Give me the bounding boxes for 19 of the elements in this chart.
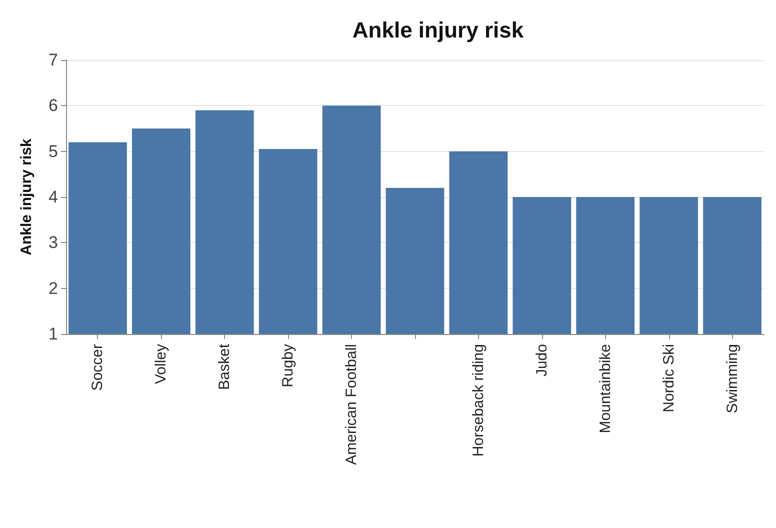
x-tick-label: Basket (216, 343, 234, 390)
x-tick-label: Rugby (280, 344, 297, 388)
y-tick-label: 6 (48, 96, 58, 116)
x-tick-label: Nordic Ski (660, 344, 678, 412)
x-tick-label: American Football (343, 344, 360, 465)
x-tick-label: Volley (152, 344, 170, 384)
y-tick-label: 7 (48, 50, 58, 70)
x-tick-label: Soccer (89, 344, 106, 391)
chart-title: Ankle injury risk (352, 18, 524, 42)
y-tick-label: 2 (48, 278, 58, 298)
y-tick-label: 4 (48, 188, 58, 206)
x-tick-label: Judo (533, 344, 550, 377)
x-tick-label: Horseback riding (470, 344, 487, 457)
y-tick-label: 1 (48, 324, 58, 344)
y-axis-title: Ankle injury risk (18, 138, 35, 256)
x-tick-label: Mountainbike (596, 344, 614, 434)
x-tick-label: Swimming (724, 344, 741, 414)
y-tick-label: 3 (48, 233, 58, 252)
y-tick-label: 5 (48, 142, 58, 161)
